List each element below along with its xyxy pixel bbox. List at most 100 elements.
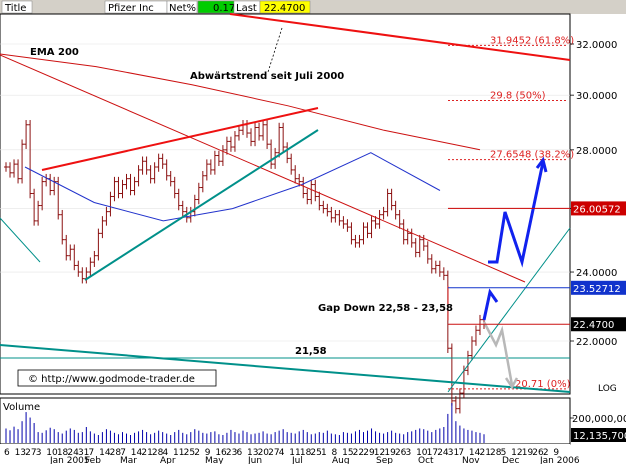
x-tick-label: 5 <box>501 448 507 458</box>
fib-level-label: 29.8 (50%) <box>490 90 546 101</box>
ema-200-label: EMA 200 <box>30 47 79 58</box>
header-net-value: 0.17 <box>213 3 235 14</box>
price-panel-frame <box>0 13 571 395</box>
x-tick-label: 14 <box>469 448 481 458</box>
forecast-down-arrow <box>482 321 514 386</box>
forecast-up-arrowhead <box>535 156 548 173</box>
x-tick-label: 18 <box>300 448 312 458</box>
header-title-label: Title <box>4 3 26 14</box>
x-month-label: Mar <box>120 456 137 464</box>
x-month-label: Nov <box>462 456 480 464</box>
y-tick-label: 24.0000 <box>576 268 617 279</box>
volume-panel-frame <box>0 397 571 445</box>
x-tick-label: 28 <box>110 448 122 458</box>
x-month-label: Dec <box>502 456 519 464</box>
ema-50-line <box>24 152 441 222</box>
x-tick-label: 6 <box>4 448 10 458</box>
forecast-down-arrowhead <box>504 377 519 390</box>
resistance-line <box>0 54 526 283</box>
x-tick-label: 16 <box>215 448 227 458</box>
log-scale-label: LOG <box>598 384 617 394</box>
x-tick-label: 12 <box>511 448 522 458</box>
fib-level-label: 31.9452 (61.8%) <box>490 35 574 46</box>
y-tick-label: 32.0000 <box>576 40 617 51</box>
x-tick-label: 4 <box>162 448 168 458</box>
x-tick-label: 24 <box>437 448 449 458</box>
x-tick-label: 25 <box>310 448 321 458</box>
x-tick-label: 21 <box>479 448 490 458</box>
price-tag-label: 26.00572 <box>573 204 621 215</box>
y-tick-label: 28.0000 <box>576 146 617 157</box>
x-tick-label: 25 <box>184 448 195 458</box>
header-last-value: 22.4700 <box>264 3 305 14</box>
x-month-label: Feb <box>85 456 101 464</box>
x-tick-label: 7 <box>89 448 95 458</box>
x-tick-label: 27 <box>268 448 279 458</box>
downtrend-label: Abwärtstrend seit Juli 2000 <box>190 71 344 82</box>
x-tick-label: 20 <box>258 448 270 458</box>
x-tick-label: 28 <box>490 448 502 458</box>
volume-last-box <box>571 428 626 442</box>
x-tick-label: 9 <box>205 448 211 458</box>
header-bar: Title Pfizer Inc Net% 0.17 Last 22.4700 <box>0 0 626 14</box>
fib-level-label: 20.71 (0%) <box>515 379 571 390</box>
lower-wedge-line <box>84 129 319 281</box>
x-tick-label: 31 <box>78 448 89 458</box>
x-tick-label: 7 <box>120 448 126 458</box>
volume-last-label: 12,135,700 <box>573 431 626 442</box>
x-tick-label: 4 <box>279 448 285 458</box>
x-tick-label: 13 <box>247 448 258 458</box>
x-month-label: Jun <box>247 456 262 464</box>
price-tag-box <box>571 317 626 332</box>
y-tick-label: 22.0000 <box>576 337 617 348</box>
x-month-label: May <box>205 456 224 464</box>
x-tick-label: 10 <box>46 448 58 458</box>
x-tick-label: 28 <box>152 448 164 458</box>
ema-200-line <box>0 53 481 151</box>
x-tick-label: 15 <box>342 448 353 458</box>
y-tick-label: 30.0000 <box>576 91 617 102</box>
x-tick-label: 26 <box>532 448 544 458</box>
x-month-label: Sep <box>376 456 393 464</box>
x-tick-label: 26 <box>395 448 407 458</box>
x-tick-label: 14 <box>131 448 143 458</box>
volume-tick-label: 200,000,000 <box>572 414 626 425</box>
x-tick-label: 6 <box>236 448 242 458</box>
copyright-label: © http://www.godmode-trader.de <box>28 374 195 385</box>
level-2158-label: 21,58 <box>295 346 327 357</box>
x-tick-label: 19 <box>384 448 396 458</box>
x-tick-label: 10 <box>416 448 428 458</box>
forecast-short-arrow <box>482 288 499 321</box>
price-tag-box <box>571 280 626 295</box>
left-support-segment <box>0 217 41 263</box>
gap-support-line <box>447 227 571 393</box>
x-tick-label: 27 <box>25 448 36 458</box>
downtrend-line <box>229 13 571 61</box>
x-month-label: Oct <box>418 456 434 464</box>
x-tick-label: 12 <box>374 448 385 458</box>
x-month-label: Jan 2006 <box>539 456 580 464</box>
price-tag-label: 22.4700 <box>573 320 614 331</box>
header-net-label: Net% <box>169 3 196 14</box>
x-tick-label: 19 <box>522 448 534 458</box>
price-tag-label: 23.52712 <box>573 284 621 295</box>
header-instrument-name: Pfizer Inc <box>108 3 154 14</box>
price-tag-box <box>571 201 626 216</box>
x-tick-label: 2 <box>543 448 549 458</box>
forecast-up-arrow <box>488 161 545 268</box>
copyright-box <box>17 369 217 387</box>
x-tick-label: 24 <box>67 448 79 458</box>
x-tick-label: 8 <box>332 448 338 458</box>
x-tick-label: 14 <box>99 448 111 458</box>
x-tick-label: 29 <box>363 448 375 458</box>
x-tick-label: 3 <box>36 448 42 458</box>
x-tick-label: 22 <box>353 448 364 458</box>
x-month-label: Apr <box>160 456 176 464</box>
x-axis-band <box>0 444 570 464</box>
x-tick-label: 7 <box>458 448 464 458</box>
long-support-line <box>0 344 571 393</box>
x-tick-label: 11 <box>289 448 300 458</box>
x-tick-label: 31 <box>448 448 459 458</box>
x-tick-label: 2 <box>194 448 200 458</box>
